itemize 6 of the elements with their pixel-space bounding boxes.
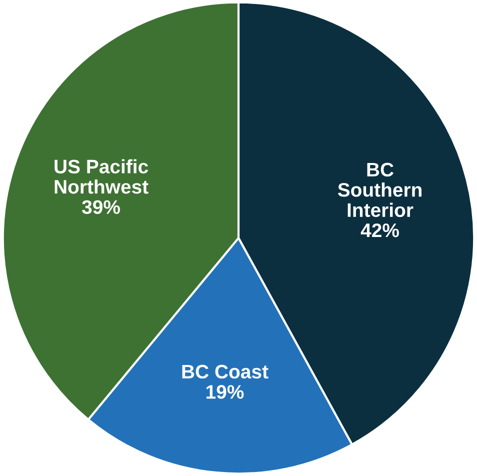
data-label: 39% [82,200,120,214]
slice-label: US Pacific Northwest [54,159,148,194]
slice-label: BC Coast [182,364,268,379]
data-label: 19% [206,385,244,399]
slice-label: BC Southern Interior [338,162,422,218]
data-label: 42% [360,223,399,238]
